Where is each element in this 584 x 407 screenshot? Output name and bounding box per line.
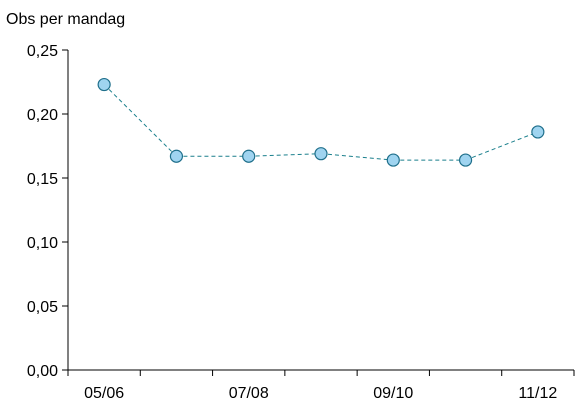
series-segment [103, 84, 177, 157]
data-point [169, 149, 184, 163]
y-axis: 0,00 0,05 0,10 0,15 0,20 0,25 [27, 43, 69, 380]
data-point [314, 147, 328, 161]
data-point [458, 153, 473, 167]
y-tick-label: 0,10 [27, 235, 58, 252]
data-point [97, 77, 111, 92]
series-segment [248, 153, 322, 157]
series-segment [465, 131, 539, 161]
x-tick-label: 11/12 [518, 385, 557, 402]
x-tick-label: 07/08 [229, 385, 269, 402]
series-points [97, 77, 545, 167]
series-line [103, 84, 539, 161]
y-tick-label: 0,00 [27, 363, 58, 380]
x-tick-label: 05/06 [84, 385, 124, 402]
y-tick-label: 0,25 [27, 43, 58, 60]
data-point [242, 149, 256, 163]
chart-title: Obs per mandag [6, 11, 125, 28]
series-segment [320, 153, 394, 161]
y-tick-label: 0,15 [27, 171, 58, 188]
data-point [531, 125, 545, 139]
y-tick-label: 0,20 [27, 107, 58, 124]
x-tick-label: 09/10 [373, 385, 413, 402]
x-axis: 05/06 07/08 09/10 11/12 [67, 369, 575, 402]
data-point [386, 153, 400, 167]
y-tick-label: 0,05 [27, 299, 58, 316]
